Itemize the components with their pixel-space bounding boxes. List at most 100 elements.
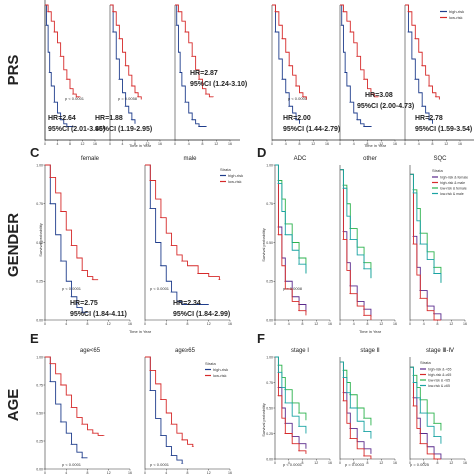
- x-tick-label: 4: [165, 322, 167, 326]
- p-value: p < 0.0001: [62, 462, 82, 467]
- km-plot-c-female: 1.00 0.75 0.50 0.25 0.000 4 8 12 16: [36, 163, 132, 326]
- x-tick-label: 12: [314, 322, 318, 326]
- legend-f-label: low-risk & <65: [428, 379, 450, 383]
- x-tick-label: 12: [146, 142, 150, 146]
- x-tick-label: 4: [122, 142, 124, 146]
- y-tick-label: 1.00: [266, 163, 273, 167]
- km-curve-low-risk: [110, 4, 142, 100]
- x-tick-label: 0: [409, 322, 411, 326]
- x-tick-label: 4: [285, 142, 287, 146]
- y-tick-label: 1.00: [36, 355, 43, 359]
- p-value: p < 0.0001: [65, 96, 85, 101]
- x-tick-label: 0: [339, 142, 341, 146]
- legend-strata-title: Strata: [205, 361, 216, 366]
- x-tick-label: 0: [271, 142, 273, 146]
- km-curve-high-risk: [45, 356, 88, 459]
- km-curve-low-risk: [405, 4, 440, 100]
- y-tick-label: 0.50: [36, 411, 43, 415]
- p-value: p = 0.0008: [283, 286, 303, 291]
- x-tick-label: 16: [463, 322, 467, 326]
- x-tick-label: 0: [44, 322, 46, 326]
- x-tick-label: 8: [69, 142, 71, 146]
- x-tick-label: 0: [144, 322, 146, 326]
- x-tick-label: 4: [288, 461, 290, 465]
- row-title-gender: GENDER: [5, 213, 22, 277]
- x-tick-label: 4: [418, 142, 420, 146]
- y-tick-label: 0.00: [36, 318, 43, 322]
- km-curve-f-1: [340, 361, 372, 459]
- x-tick-label: 12: [107, 471, 111, 474]
- x-tick-label: 4: [423, 461, 425, 465]
- x-tick-label: 8: [437, 461, 439, 465]
- hr-label: HR=2.75: [70, 300, 98, 307]
- y-tick-label: 0.75: [36, 383, 43, 387]
- km-curve-low-risk: [45, 164, 99, 281]
- subplot-title: ADC: [294, 156, 307, 162]
- km-curve-low-risk: [340, 4, 378, 98]
- x-tick-label: 8: [367, 322, 369, 326]
- km-curve-high-risk: [405, 4, 433, 124]
- km-curve-f-1: [410, 366, 441, 460]
- panel-d: Survival probability ADC other SQC 1.00 0…: [261, 156, 468, 334]
- p-value: p = 0.0058: [118, 96, 138, 101]
- p-value: p = 0.0025: [410, 462, 430, 467]
- ci-label: 95%CI (1.24-3.10): [190, 81, 247, 88]
- subplot-title: male: [183, 156, 197, 162]
- x-tick-label: 16: [328, 461, 332, 465]
- km-curve-high-risk: [110, 4, 136, 124]
- x-tick-label: 4: [353, 322, 355, 326]
- legend-d-label: high-risk & female: [440, 176, 468, 180]
- p-value: p < 0.0001: [62, 286, 82, 291]
- ylabel: Survival probability: [261, 403, 266, 437]
- km-plot-b1: 0 4 8 12 16: [271, 4, 329, 146]
- km-curve-f-2: [340, 361, 372, 426]
- km-curve-high-risk: [175, 4, 206, 127]
- x-tick-label: 8: [432, 142, 434, 146]
- ci-label: 95%CI (1.19-2.95): [95, 126, 152, 133]
- x-tick-label: 8: [87, 471, 89, 474]
- panel-c: Survival probability female male 1.00 0.7…: [36, 156, 243, 334]
- x-tick-label: 12: [311, 142, 315, 146]
- x-axis-label: Time in Year: [129, 329, 152, 334]
- legend-low: low-risk: [228, 179, 242, 184]
- x-tick-label: 16: [393, 142, 397, 146]
- km-curve-low-risk: [272, 4, 307, 100]
- panel-letter-d: D: [257, 145, 266, 160]
- x-tick-label: 8: [202, 142, 204, 146]
- x-axis-label: Time in Year: [359, 329, 382, 334]
- legend-low: low-risk: [213, 373, 227, 378]
- legend-f-label: high-risk & ≥65: [428, 373, 451, 377]
- x-tick-label: 8: [437, 322, 439, 326]
- x-tick-label: 4: [288, 322, 290, 326]
- panel-b: 0 4 8 12 16 0 4 8 12 16 0 4 8 12 16 high-risk low-ri…: [271, 4, 474, 148]
- x-axis-label: Time in Year: [364, 143, 387, 148]
- km-curve-d-0: [340, 169, 372, 317]
- km-plot-c-male: 0 4 8 12 16: [144, 164, 232, 326]
- x-axis-label: Time in Year: [129, 143, 152, 148]
- km-plot-e-ge65: 0 4 8 12 16: [144, 356, 232, 474]
- x-tick-label: 0: [274, 461, 276, 465]
- x-tick-label: 4: [353, 142, 355, 146]
- hr-label: HR=2.64: [48, 115, 76, 122]
- x-tick-label: 8: [187, 471, 189, 474]
- km-curve-d-2: [275, 164, 307, 274]
- x-tick-label: 0: [339, 322, 341, 326]
- x-tick-label: 0: [409, 461, 411, 465]
- p-value: p < 0.0001: [150, 286, 170, 291]
- x-tick-label: 16: [228, 322, 232, 326]
- x-tick-label: 0: [44, 142, 46, 146]
- subplot-title: stage Ⅱ: [360, 348, 379, 354]
- km-curve-high-risk: [45, 4, 74, 127]
- y-tick-label: 0.25: [36, 280, 43, 284]
- x-tick-label: 12: [81, 142, 85, 146]
- subplot-title: stage Ⅰ: [291, 348, 309, 354]
- x-tick-label: 8: [302, 322, 304, 326]
- x-tick-label: 16: [393, 461, 397, 465]
- x-tick-label: 12: [449, 322, 453, 326]
- x-tick-label: 8: [302, 461, 304, 465]
- ci-label: 95%CI (2.00-4.73): [357, 103, 414, 110]
- hr-label: HR=2.34: [173, 300, 201, 307]
- km-curve-high-risk: [45, 164, 88, 313]
- x-tick-label: 0: [144, 471, 146, 474]
- x-tick-label: 8: [299, 142, 301, 146]
